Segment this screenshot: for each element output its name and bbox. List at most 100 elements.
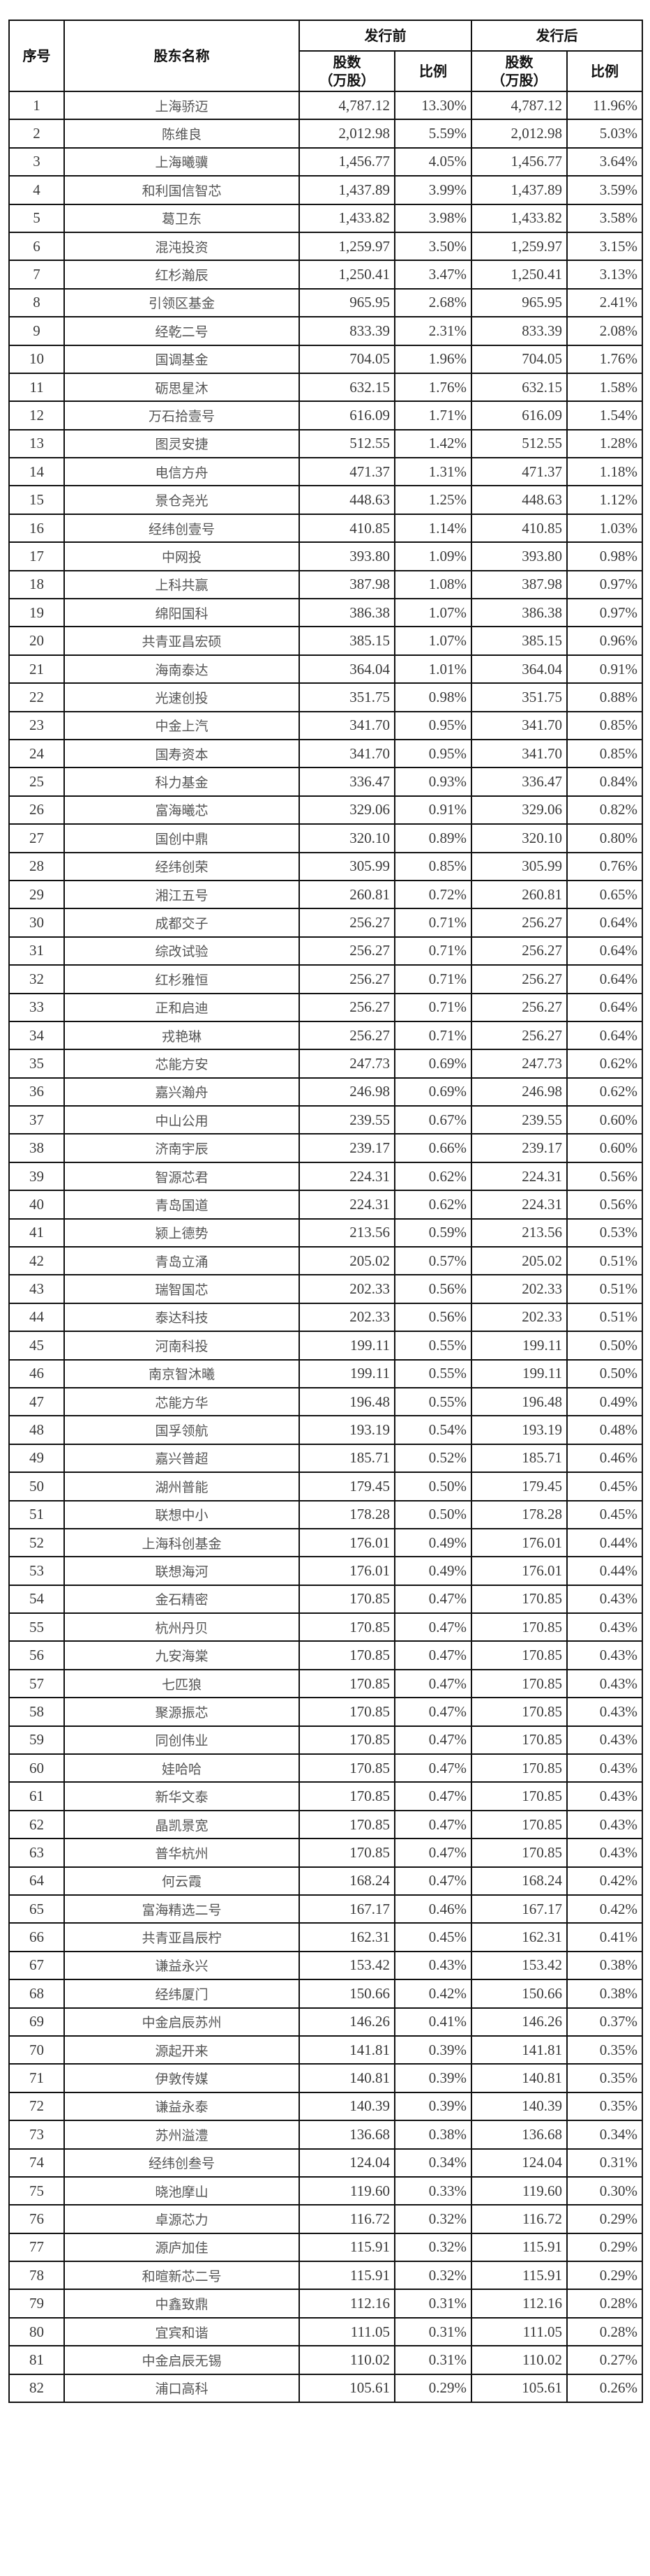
cell-ratio-after: 0.43% <box>566 1753 643 1783</box>
cell-shareholder-name: 国创中鼎 <box>63 823 300 853</box>
cell-shareholder-name: 联想海河 <box>63 1556 300 1586</box>
cell-shares-before: 199.11 <box>298 1358 395 1388</box>
table-row: 74 经纬创叁号 124.04 0.34% 124.04 0.31% <box>8 2148 643 2178</box>
cell-ratio-before: 1.71% <box>394 400 472 430</box>
table-row: 52 上海科创基金 176.01 0.49% 176.01 0.44% <box>8 1527 643 1558</box>
cell-shares-after: 364.04 <box>471 654 568 684</box>
table-row: 75 晓池摩山 119.60 0.33% 119.60 0.30% <box>8 2176 643 2206</box>
cell-ratio-before: 1.25% <box>394 485 472 515</box>
cell-shares-after: 1,433.82 <box>471 203 568 233</box>
cell-ratio-before: 1.31% <box>394 457 472 487</box>
table-row: 59 同创伟业 170.85 0.47% 170.85 0.43% <box>8 1725 643 1755</box>
cell-shareholder-name: 景仓尧光 <box>63 485 300 515</box>
table-row: 9 经乾二号 833.39 2.31% 833.39 2.08% <box>8 316 643 346</box>
cell-shareholder-name: 娃哈哈 <box>63 1753 300 1783</box>
cell-seq: 14 <box>8 457 65 487</box>
cell-shareholder-name: 混沌投资 <box>63 231 300 262</box>
table-row: 54 金石精密 170.85 0.47% 170.85 0.43% <box>8 1584 643 1615</box>
cell-ratio-before: 0.69% <box>394 1077 472 1107</box>
cell-shares-after: 170.85 <box>471 1781 568 1811</box>
cell-shareholder-name: 科力基金 <box>63 767 300 797</box>
cell-seq: 43 <box>8 1274 65 1304</box>
cell-seq: 68 <box>8 1979 65 2009</box>
cell-shares-before: 256.27 <box>298 1020 395 1051</box>
header-shares-before: 股数 （万股） <box>298 50 395 92</box>
cell-shareholder-name: 泰达科技 <box>63 1302 300 1333</box>
cell-shares-before: 364.04 <box>298 654 395 684</box>
cell-shares-before: 246.98 <box>298 1077 395 1107</box>
table-row: 48 国孚领航 193.19 0.54% 193.19 0.48% <box>8 1415 643 1445</box>
cell-seq: 45 <box>8 1331 65 1361</box>
cell-shares-after: 1,259.97 <box>471 231 568 262</box>
table-row: 62 晶凯景宽 170.85 0.47% 170.85 0.43% <box>8 1809 643 1840</box>
cell-shareholder-name: 青岛国道 <box>63 1190 300 1220</box>
cell-ratio-after: 3.64% <box>566 147 643 177</box>
header-after-issue: 发行后 <box>471 20 643 52</box>
cell-ratio-after: 0.35% <box>566 2035 643 2065</box>
cell-shares-after: 351.75 <box>471 682 568 712</box>
cell-shares-before: 140.39 <box>298 2091 395 2122</box>
cell-shares-after: 170.85 <box>471 1838 568 1868</box>
cell-seq: 9 <box>8 316 65 346</box>
cell-shares-after: 256.27 <box>471 1020 568 1051</box>
table-row: 72 谦益永泰 140.39 0.39% 140.39 0.35% <box>8 2091 643 2122</box>
cell-shares-after: 247.73 <box>471 1049 568 1079</box>
table-row: 16 经纬创壹号 410.85 1.14% 410.85 1.03% <box>8 513 643 544</box>
cell-shares-after: 448.63 <box>471 485 568 515</box>
cell-seq: 28 <box>8 851 65 881</box>
cell-ratio-after: 0.85% <box>566 710 643 740</box>
cell-shareholder-name: 金石精密 <box>63 1584 300 1615</box>
cell-seq: 50 <box>8 1472 65 1502</box>
cell-shares-before: 115.91 <box>298 2261 395 2291</box>
cell-ratio-before: 0.47% <box>394 1640 472 1670</box>
cell-shares-after: 385.15 <box>471 626 568 656</box>
cell-shares-after: 341.70 <box>471 710 568 740</box>
cell-shares-before: 205.02 <box>298 1246 395 1276</box>
cell-ratio-before: 1.08% <box>394 569 472 600</box>
cell-shareholder-name: 国孚领航 <box>63 1415 300 1445</box>
cell-seq: 55 <box>8 1612 65 1642</box>
cell-shares-before: 178.28 <box>298 1499 395 1529</box>
cell-seq: 15 <box>8 485 65 515</box>
cell-ratio-before: 0.71% <box>394 992 472 1022</box>
cell-shares-after: 305.99 <box>471 851 568 881</box>
table-row: 57 七匹狼 170.85 0.47% 170.85 0.43% <box>8 1668 643 1699</box>
header-ratio-before: 比例 <box>394 50 472 92</box>
cell-seq: 17 <box>8 541 65 571</box>
cell-ratio-after: 0.64% <box>566 964 643 994</box>
cell-shareholder-name: 苏州溢澧 <box>63 2120 300 2150</box>
cell-seq: 75 <box>8 2176 65 2206</box>
cell-shareholder-name: 引领区基金 <box>63 287 300 318</box>
cell-seq: 8 <box>8 287 65 318</box>
cell-shareholder-name: 综改试验 <box>63 936 300 966</box>
cell-shareholder-name: 富海曦芯 <box>63 795 300 825</box>
header-ratio-after: 比例 <box>566 50 643 92</box>
table-row: 11 砺思星沐 632.15 1.76% 632.15 1.58% <box>8 372 643 403</box>
cell-shares-before: 471.37 <box>298 457 395 487</box>
cell-shareholder-name: 源庐加佳 <box>63 2232 300 2263</box>
cell-shares-before: 393.80 <box>298 541 395 571</box>
table-row: 26 富海曦芯 329.06 0.91% 329.06 0.82% <box>8 795 643 825</box>
cell-shareholder-name: 联想中小 <box>63 1499 300 1529</box>
table-row: 20 共青亚昌宏硕 385.15 1.07% 385.15 0.96% <box>8 626 643 656</box>
cell-shareholder-name: 和暄新芯二号 <box>63 2261 300 2291</box>
cell-ratio-after: 0.43% <box>566 1640 643 1670</box>
cell-shares-after: 239.17 <box>471 1133 568 1163</box>
cell-shares-before: 111.05 <box>298 2316 395 2347</box>
table-row: 35 芯能方安 247.73 0.69% 247.73 0.62% <box>8 1049 643 1079</box>
cell-shares-after: 410.85 <box>471 513 568 544</box>
cell-ratio-after: 0.50% <box>566 1331 643 1361</box>
cell-shares-after: 1,437.89 <box>471 175 568 205</box>
table-row: 51 联想中小 178.28 0.50% 178.28 0.45% <box>8 1499 643 1529</box>
cell-seq: 26 <box>8 795 65 825</box>
cell-seq: 78 <box>8 2261 65 2291</box>
header-row-1: 序号 股东名称 发行前 发行后 <box>8 20 643 92</box>
cell-shares-after: 616.09 <box>471 400 568 430</box>
table-row: 38 济南宇辰 239.17 0.66% 239.17 0.60% <box>8 1133 643 1163</box>
cell-shareholder-name: 上海曦骥 <box>63 147 300 177</box>
cell-ratio-before: 0.67% <box>394 1105 472 1135</box>
cell-shares-before: 386.38 <box>298 598 395 628</box>
cell-ratio-after: 0.43% <box>566 1668 643 1699</box>
cell-ratio-after: 0.62% <box>566 1049 643 1079</box>
cell-shares-before: 512.55 <box>298 428 395 459</box>
